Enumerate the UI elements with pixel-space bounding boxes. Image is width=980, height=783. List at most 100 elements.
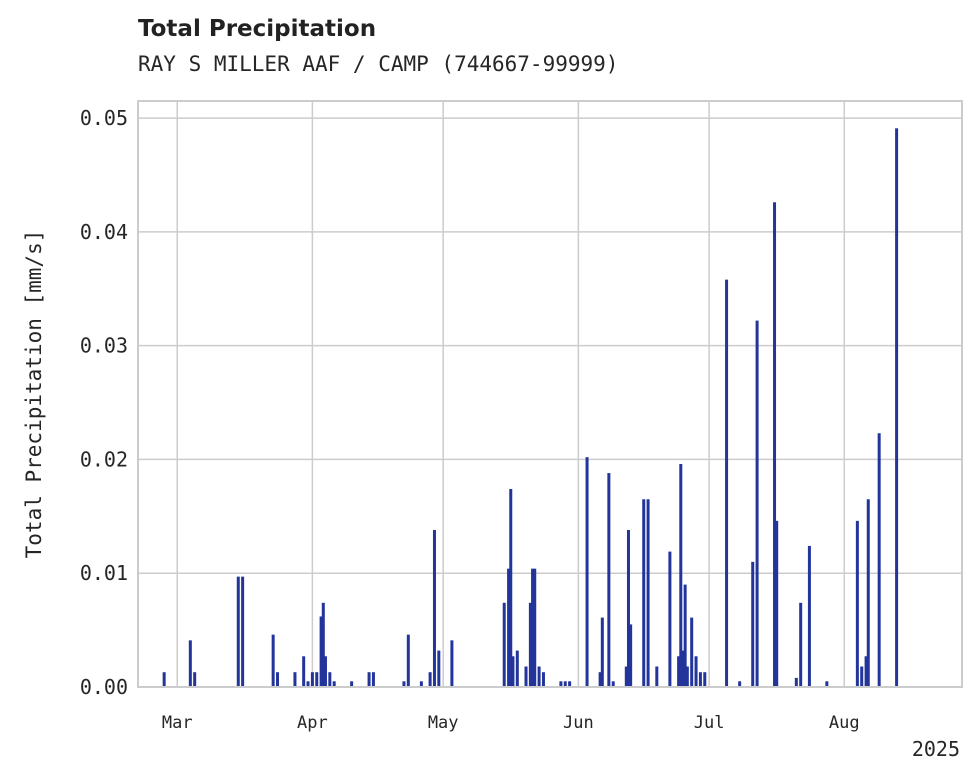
- precip-bar: [799, 602, 803, 687]
- precip-bar: [302, 656, 306, 687]
- chart-subtitle: RAY S MILLER AAF / CAMP (744667-99999): [138, 52, 619, 76]
- precip-bar: [877, 433, 881, 687]
- precip-bar: [293, 672, 297, 687]
- precip-bar: [162, 672, 166, 687]
- precip-bar: [624, 666, 628, 687]
- precip-bar: [585, 457, 589, 687]
- y-tick-label: 0.04: [80, 220, 128, 244]
- precip-bar: [193, 672, 197, 687]
- precip-bar: [524, 666, 528, 687]
- precip-bar: [679, 463, 683, 687]
- precip-bar: [694, 656, 698, 687]
- precip-bar: [855, 520, 859, 687]
- precip-bar: [751, 561, 755, 687]
- precip-bar: [598, 672, 602, 687]
- y-tick-label: 0.01: [80, 561, 128, 585]
- precip-bar: [406, 634, 410, 687]
- precip-bar: [683, 584, 687, 687]
- precip-bar: [681, 650, 685, 687]
- x-tick-label: May: [428, 713, 459, 733]
- precip-bar: [306, 681, 310, 687]
- precip-bar: [677, 656, 681, 687]
- precip-bar: [350, 681, 354, 687]
- precip-bar: [367, 672, 371, 687]
- precip-bar: [738, 681, 742, 687]
- precip-bar: [188, 640, 192, 687]
- precip-bar: [437, 650, 441, 687]
- precip-bar: [655, 666, 659, 687]
- y-tick-label: 0.03: [80, 334, 128, 358]
- x-axis-ticks: Mar Apr May Jun Jul Aug: [162, 713, 860, 733]
- precip-bar: [531, 568, 535, 687]
- x-tick-label: Jul: [694, 713, 725, 733]
- precip-bar: [629, 624, 633, 687]
- y-tick-label: 0.02: [80, 447, 128, 471]
- precip-bar: [563, 681, 567, 687]
- grid-lines: [138, 101, 962, 688]
- precip-bar: [725, 279, 729, 687]
- precip-bar: [321, 602, 325, 687]
- y-axis-ticks: 0.00 0.01 0.02 0.03 0.04 0.05: [80, 106, 128, 699]
- precip-bar: [895, 128, 899, 688]
- precip-bar: [310, 672, 314, 687]
- precip-bar: [271, 634, 275, 687]
- x-tick-label: Mar: [162, 713, 193, 733]
- precip-bar: [541, 672, 545, 687]
- precip-bar: [559, 681, 563, 687]
- bars-group: [162, 128, 899, 688]
- precip-bar: [775, 520, 779, 687]
- precip-bar: [432, 529, 436, 687]
- precip-bar: [511, 656, 515, 687]
- precip-bar: [319, 616, 323, 687]
- y-tick-label: 0.05: [80, 106, 128, 130]
- precip-bar: [607, 473, 611, 687]
- x-tick-label: Aug: [829, 713, 860, 733]
- precip-bar: [450, 640, 454, 687]
- precip-bar: [371, 672, 375, 687]
- x-tick-label: Apr: [297, 713, 328, 733]
- year-label: 2025: [912, 737, 960, 761]
- precip-bar: [419, 681, 423, 687]
- precip-bar: [236, 576, 240, 687]
- precip-bar: [866, 499, 870, 687]
- precip-bar: [533, 568, 537, 687]
- x-tick-label: Jun: [563, 713, 594, 733]
- precip-bar: [507, 568, 511, 687]
- precip-bar: [402, 681, 406, 687]
- precip-bar: [626, 529, 630, 687]
- plot-frame: [137, 100, 963, 688]
- precip-bar: [537, 666, 541, 687]
- precip-bar: [860, 666, 864, 687]
- precip-bar: [568, 681, 572, 687]
- chart-title: Total Precipitation: [138, 16, 377, 42]
- y-axis-label: Total Precipitation [mm/s]: [22, 230, 46, 559]
- precip-bar: [428, 672, 432, 687]
- precip-bar: [276, 672, 280, 687]
- precip-bar: [690, 617, 694, 687]
- precip-bar: [642, 499, 646, 687]
- precip-bar: [323, 656, 327, 687]
- precip-bar: [703, 672, 707, 687]
- precip-bar: [825, 681, 829, 687]
- precip-bar: [864, 656, 868, 687]
- precip-bar: [668, 551, 672, 687]
- plot-area: [138, 101, 962, 687]
- precip-bar: [332, 681, 336, 687]
- precip-bar: [698, 672, 702, 687]
- precip-bar: [611, 681, 615, 687]
- precip-bar: [600, 617, 604, 687]
- precip-bar: [794, 677, 798, 687]
- precip-bar: [328, 672, 332, 687]
- precip-bar: [315, 672, 319, 687]
- precip-bar: [685, 666, 689, 687]
- precip-bar: [646, 499, 650, 687]
- precip-bar: [773, 202, 777, 687]
- precip-bar: [528, 602, 532, 687]
- precip-bar: [515, 650, 519, 687]
- precip-bar: [502, 602, 506, 687]
- precip-bar: [509, 489, 513, 687]
- precip-bar: [755, 320, 759, 687]
- y-tick-label: 0.00: [80, 675, 128, 699]
- precip-bar: [807, 545, 811, 687]
